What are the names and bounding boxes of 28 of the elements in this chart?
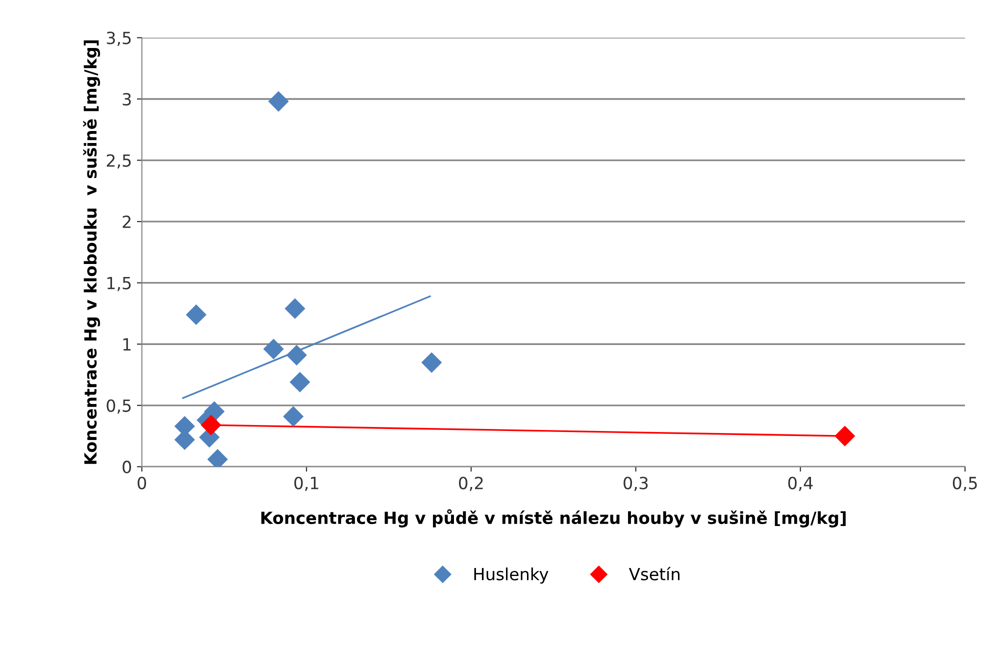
legend-label: Vsetín: [628, 566, 680, 580]
point: [263, 338, 284, 360]
point: [290, 372, 310, 392]
point: [283, 406, 304, 427]
point: [284, 298, 306, 319]
point: [286, 344, 307, 366]
y-tick-label: 0,5: [106, 399, 131, 414]
x-tick-label: 0,5: [952, 476, 977, 492]
point: [834, 426, 856, 446]
y-tick-label: 2,5: [106, 154, 131, 169]
point: [200, 414, 222, 436]
x-tick-label: 0,3: [624, 476, 648, 492]
y-tick-label: 1,5: [107, 277, 131, 292]
y-tick-label: 3,5: [106, 32, 131, 46]
legend-label: Huslenky: [474, 568, 548, 584]
x-tick-label: 0,1: [294, 476, 318, 492]
x-tick-label: 0: [138, 476, 146, 490]
y-tick-label: 0: [122, 460, 132, 474]
point: [268, 91, 289, 112]
x-tick-label: 0,4: [788, 476, 813, 492]
point: [186, 304, 206, 326]
point: [421, 352, 442, 373]
x-tick-label: 0,2: [458, 476, 483, 492]
x-axis-title: Koncentrace Hg v půdě v místě nálezu houby v sušině [mg/kg]: [261, 509, 846, 528]
y-tick-label: 1: [123, 338, 131, 350]
y-axis-title: Koncentrace Hg v klobouku v sušině [mg/kg]: [83, 40, 100, 464]
y-tick-label: 2: [122, 216, 130, 228]
y-tick-label: 3: [122, 92, 131, 106]
